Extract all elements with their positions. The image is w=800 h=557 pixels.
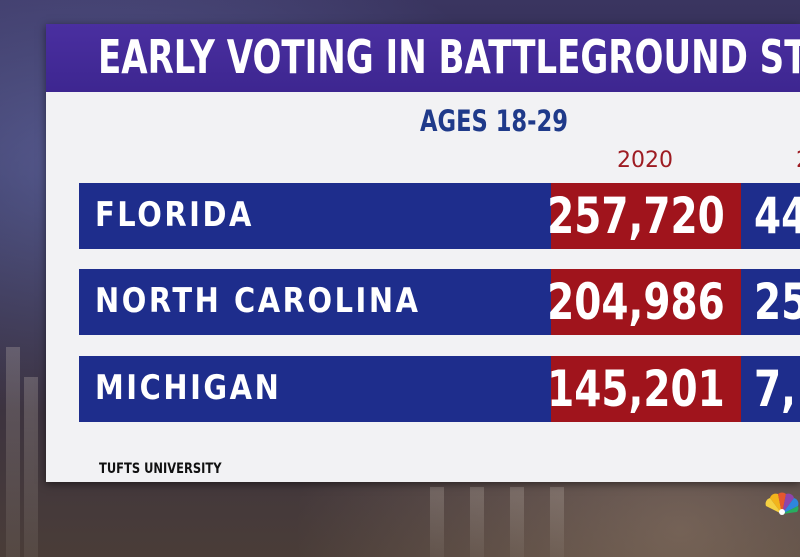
value-cell-next: 25 — [744, 269, 800, 335]
value-next: 7, — [754, 360, 796, 418]
graphic-subtitle: AGES 18-29 — [420, 104, 569, 138]
column-header-2020: 2020 — [617, 148, 673, 173]
column-header-next: 2 — [796, 148, 800, 173]
value-cell-2020: 204,986 — [547, 269, 741, 335]
background-column — [550, 487, 564, 557]
state-label: NORTH CAROLINA — [95, 281, 421, 321]
graphic-panel: EARLY VOTING IN BATTLEGROUND ST AGES 18-… — [46, 24, 800, 482]
background-column — [6, 347, 20, 557]
background-column — [510, 487, 524, 557]
source-credit: TUFTS UNIVERSITY — [99, 461, 222, 477]
state-label: FLORIDA — [95, 195, 254, 235]
table-row: NORTH CAROLINA 204,986 25 — [79, 269, 800, 335]
title-bar: EARLY VOTING IN BATTLEGROUND ST — [46, 24, 800, 92]
value-cell-next: 7, — [744, 356, 800, 422]
background-column — [430, 487, 444, 557]
value-next: 25 — [754, 273, 800, 331]
value-cell-2020: 145,201 — [547, 356, 741, 422]
value-cell-next: 44 — [744, 183, 800, 249]
value-2020: 204,986 — [547, 273, 725, 331]
value-2020: 145,201 — [547, 360, 725, 418]
value-cell-2020: 257,720 — [547, 183, 741, 249]
value-next: 44 — [754, 187, 800, 245]
background-column — [24, 377, 38, 557]
state-label: MICHIGAN — [95, 368, 282, 408]
table-row: FLORIDA 257,720 44 — [79, 183, 800, 249]
peacock-icon — [765, 492, 799, 515]
graphic-title: EARLY VOTING IN BATTLEGROUND ST — [98, 30, 800, 84]
table-row: MICHIGAN 145,201 7, — [79, 356, 800, 422]
background-column — [470, 487, 484, 557]
value-2020: 257,720 — [547, 187, 725, 245]
